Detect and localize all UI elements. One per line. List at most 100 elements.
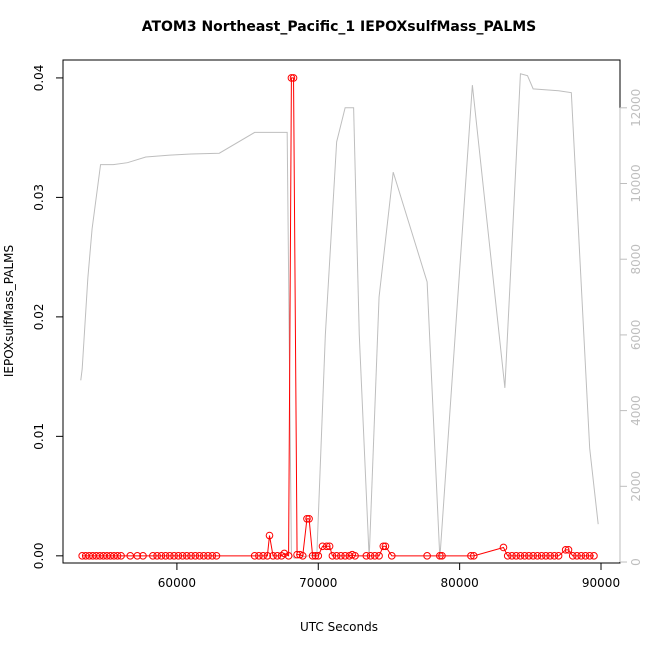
x-tick-label: 60000 (158, 576, 196, 590)
data-point (208, 552, 217, 560)
data-point (166, 552, 174, 560)
y2-tick-label: 0 (629, 558, 643, 566)
data-point (113, 552, 122, 560)
data-point (298, 552, 307, 560)
data-point (139, 552, 147, 560)
y-axis-label: IEPOXsulfMass_PALMS (2, 245, 16, 377)
x-tick-label: 70000 (299, 576, 337, 590)
data-point (337, 552, 345, 560)
y-tick-label: 0.00 (32, 542, 46, 569)
data-point (573, 552, 581, 560)
data-point (375, 552, 383, 560)
data-point (577, 552, 586, 560)
chart-title: ATOM3 Northeast_Pacific_1 IEPOXsulfMass_… (142, 19, 537, 35)
data-point (187, 552, 195, 560)
data-point (564, 546, 573, 554)
data-point (293, 550, 301, 559)
data-point (153, 552, 161, 560)
data-point (263, 552, 272, 560)
y2-tick-label: 6000 (629, 320, 643, 351)
data-point (212, 552, 221, 560)
y-tick-label: 0.02 (32, 304, 46, 331)
data-point (537, 552, 546, 560)
data-point (436, 552, 444, 560)
data-point (469, 552, 478, 560)
data-point (322, 542, 331, 551)
data-point (438, 552, 446, 560)
data-point (199, 552, 208, 560)
data-point (516, 552, 525, 560)
x-tick-label: 90000 (582, 576, 620, 590)
x-axis-label: UTC Seconds (300, 620, 378, 634)
data-point (542, 552, 550, 560)
data-point (499, 543, 508, 552)
data-point (362, 552, 371, 560)
y2-tick-label: 10000 (629, 164, 643, 202)
data-point (525, 552, 533, 560)
data-point (379, 542, 388, 551)
data-point (371, 552, 379, 560)
data-point (533, 552, 542, 560)
data-point (550, 552, 559, 560)
data-point (265, 531, 274, 540)
data-point (387, 552, 396, 560)
data-point (332, 552, 341, 560)
data-point (581, 552, 590, 560)
data-point (554, 552, 563, 560)
data-point (366, 552, 375, 560)
data-point (289, 74, 298, 82)
data-point (157, 552, 166, 560)
series-line (80, 73, 599, 559)
data-point (284, 552, 293, 560)
data-point (259, 552, 267, 560)
y-tick-label: 0.03 (32, 184, 46, 211)
data-point (308, 552, 317, 560)
data-point (467, 552, 475, 560)
data-point (170, 552, 178, 560)
data-point (204, 552, 212, 560)
data-point (423, 552, 431, 560)
y2-tick-label: 12000 (629, 89, 643, 127)
data-point (351, 552, 359, 560)
x-tick-label: 80000 (441, 576, 479, 590)
data-point (520, 552, 529, 560)
data-point (191, 552, 200, 560)
data-point (117, 552, 125, 560)
data-point (561, 546, 570, 554)
y-tick-label: 0.01 (32, 423, 46, 450)
data-point (529, 552, 537, 560)
data-point (182, 552, 191, 560)
data-point (287, 74, 296, 82)
data-point (195, 552, 204, 560)
data-point (161, 552, 170, 560)
data-point (305, 514, 313, 523)
data-point (341, 552, 349, 560)
data-point (503, 552, 512, 560)
data-point (512, 552, 520, 560)
data-point (273, 552, 282, 560)
data-point (311, 552, 320, 560)
data-point (303, 514, 311, 523)
data-point (149, 552, 157, 560)
data-point (133, 552, 142, 560)
y2-tick-label: 2000 (629, 471, 643, 502)
data-point (325, 542, 334, 551)
data-point (328, 552, 337, 560)
data-point (269, 552, 277, 560)
data-point (314, 552, 323, 560)
data-point (174, 552, 183, 560)
y2-tick-label: 8000 (629, 244, 643, 275)
data-point (590, 552, 598, 560)
data-point (250, 552, 259, 560)
data-point (255, 552, 263, 560)
data-point (585, 552, 594, 560)
data-point (381, 542, 390, 551)
y-tick-label: 0.04 (32, 65, 46, 92)
data-point (546, 552, 554, 560)
data-point (178, 552, 187, 560)
data-point (280, 549, 289, 558)
y2-tick-label: 4000 (629, 395, 643, 426)
data-point (568, 552, 577, 560)
